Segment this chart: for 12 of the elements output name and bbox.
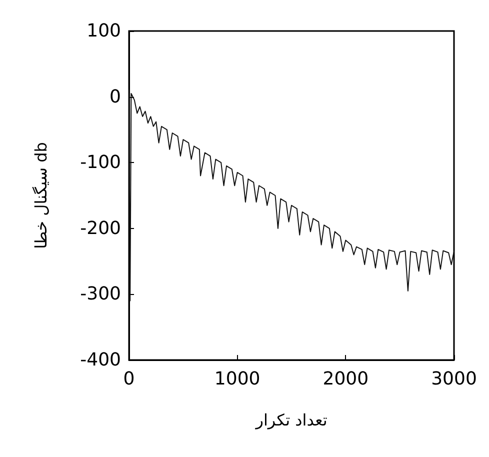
y-tick-label: -400	[80, 350, 121, 370]
y-axis-title: سیگنال خطا db	[32, 142, 50, 249]
y-tick-label: 0	[110, 86, 121, 108]
y-tick-label: -300	[80, 284, 121, 305]
y-tick-label: -200	[80, 218, 121, 239]
x-tick-label: 1000	[214, 368, 260, 390]
x-tick-label: 2000	[322, 368, 369, 390]
y-tick-label: -100	[80, 152, 121, 174]
x-tick-label: 0	[123, 368, 135, 390]
x-axis-title: تعداد تکرار	[254, 410, 328, 430]
y-tick-label: 100	[86, 20, 121, 42]
x-tick-label: 3000	[431, 368, 477, 390]
